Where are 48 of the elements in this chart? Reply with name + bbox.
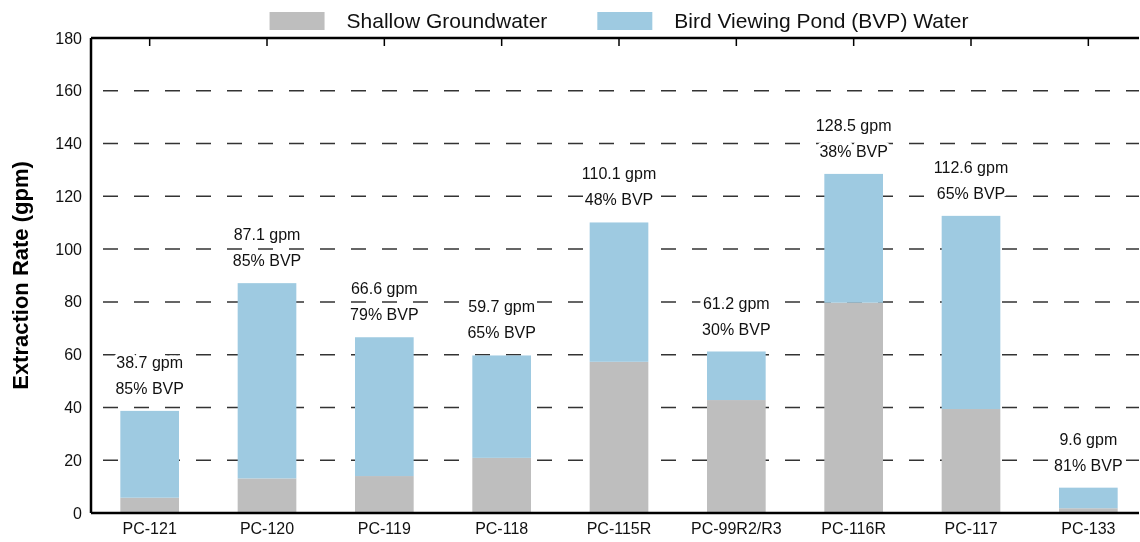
bar <box>941 215 1001 410</box>
y-tick-label: 60 <box>64 346 83 364</box>
y-tick-label: 160 <box>55 82 83 100</box>
total-label: 61.2 gpm 30% BVP <box>702 294 771 338</box>
bar <box>589 222 649 362</box>
y-tick-label: 140 <box>55 135 83 153</box>
bar <box>707 400 766 513</box>
total-label: 112.6 gpm 65% BVP <box>933 158 1009 202</box>
total-label: 87.1 gpm 85% BVP <box>232 226 302 270</box>
bar <box>237 478 297 513</box>
total-label: 66.6 gpm 79% BVP <box>350 280 419 324</box>
y-tick-label: 20 <box>64 451 83 469</box>
total-label: 110.1 gpm 48% BVP <box>581 165 657 209</box>
bar <box>824 173 883 303</box>
x-tick-label: PC-119 <box>357 520 411 537</box>
bar <box>355 337 414 477</box>
bar <box>941 409 1001 513</box>
y-tick-label: 40 <box>64 399 83 417</box>
total-label: 9.6 gpm 81% BVP <box>1054 430 1123 474</box>
x-tick-label: PC-115R <box>586 520 652 537</box>
bar <box>589 361 649 513</box>
x-tick-label: PC-117 <box>944 520 998 537</box>
bar <box>1059 487 1118 509</box>
total-label: 59.7 gpm 65% BVP <box>467 298 536 342</box>
bar <box>472 355 531 458</box>
y-tick-label: 0 <box>73 504 83 522</box>
total-label: 38.7 gpm 85% BVP <box>115 353 184 397</box>
bar <box>472 457 531 513</box>
bar <box>707 351 766 401</box>
y-tick-label: 100 <box>55 240 83 258</box>
y-tick-label: 80 <box>64 293 83 311</box>
y-tick-label: 180 <box>55 29 83 47</box>
x-tick-label: PC-120 <box>239 520 295 537</box>
bar <box>120 497 179 513</box>
bar <box>355 476 414 513</box>
legend-label: Bird Viewing Pond (BVP) Water <box>674 9 969 33</box>
bar <box>824 302 883 513</box>
total-label: 128.5 gpm 38% BVP <box>815 116 892 160</box>
y-axis-title: Extraction Rate (gpm) <box>8 161 33 390</box>
legend-label: Shallow Groundwater <box>346 9 548 33</box>
x-tick-label: PC-121 <box>122 520 177 537</box>
bar <box>237 283 297 479</box>
x-tick-label: PC-118 <box>475 520 529 537</box>
y-tick-label: 120 <box>55 187 83 205</box>
bar <box>120 410 179 498</box>
x-tick-label: PC-133 <box>1061 520 1116 537</box>
x-tick-label: PC-116R <box>821 520 886 537</box>
x-tick-label: PC-99R2/R3 <box>690 520 782 537</box>
